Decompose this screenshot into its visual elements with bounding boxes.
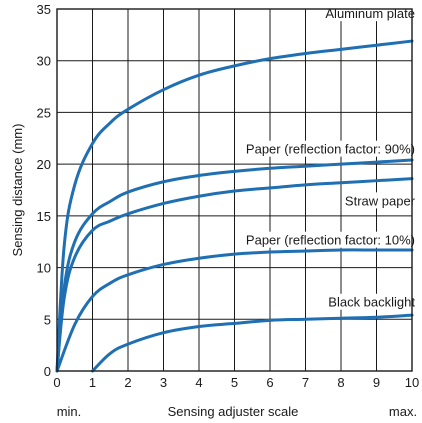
x-tick-label-9: 9	[373, 375, 380, 390]
y-tick-label-7: 35	[37, 2, 51, 17]
x-tick-label-0: 0	[53, 375, 60, 390]
plot-frame	[56, 8, 413, 372]
y-tick-label-3: 15	[37, 209, 51, 224]
x-tick-label-3: 3	[160, 375, 167, 390]
y-axis-ticks: 0 5 10 15 20 25 30 35	[37, 2, 51, 379]
x-axis-max-label: max.	[389, 404, 417, 419]
series-line-1	[55, 158, 414, 373]
series-line-3	[55, 248, 414, 373]
x-tick-label-8: 8	[337, 375, 344, 390]
y-axis-title: Sensing distance (mm)	[10, 124, 25, 257]
x-tick-label-10: 10	[405, 375, 419, 390]
series-label-bg-2	[341, 192, 418, 209]
series-label-3: Paper (reflection factor: 10%)	[246, 233, 415, 248]
x-tick-label-2: 2	[124, 375, 131, 390]
series-line-4	[91, 313, 414, 373]
series-label-bg-3	[242, 231, 418, 248]
x-tick-label-6: 6	[266, 375, 273, 390]
series-label-4: Black backlight	[328, 295, 415, 310]
series-label-bg-4	[325, 293, 418, 310]
y-tick-label-2: 10	[37, 261, 51, 276]
series-label-1: Paper (reflection factor: 90%)	[246, 142, 415, 157]
x-tick-label-4: 4	[195, 375, 202, 390]
x-axis-title: Sensing adjuster scale	[168, 404, 299, 419]
x-tick-label-5: 5	[231, 375, 238, 390]
series-label-2: Straw paper	[345, 193, 416, 208]
y-tick-label-4: 20	[37, 157, 51, 172]
chart-series	[55, 39, 414, 373]
y-tick-label-1: 5	[44, 312, 51, 327]
series-label-0: Aluminum plate	[325, 6, 415, 21]
y-tick-label-0: 0	[44, 364, 51, 379]
series-label-bg-1	[242, 140, 418, 157]
x-axis-ticks: 0 1 2 3 4 5 6 7 8 9 10	[53, 375, 419, 390]
y-tick-label-5: 25	[37, 105, 51, 120]
x-axis-min-label: min.	[57, 404, 82, 419]
series-line-0	[55, 39, 414, 373]
series-line-2	[55, 177, 414, 373]
y-tick-label-6: 30	[37, 54, 51, 69]
x-tick-label-7: 7	[302, 375, 309, 390]
x-tick-label-1: 1	[89, 375, 96, 390]
